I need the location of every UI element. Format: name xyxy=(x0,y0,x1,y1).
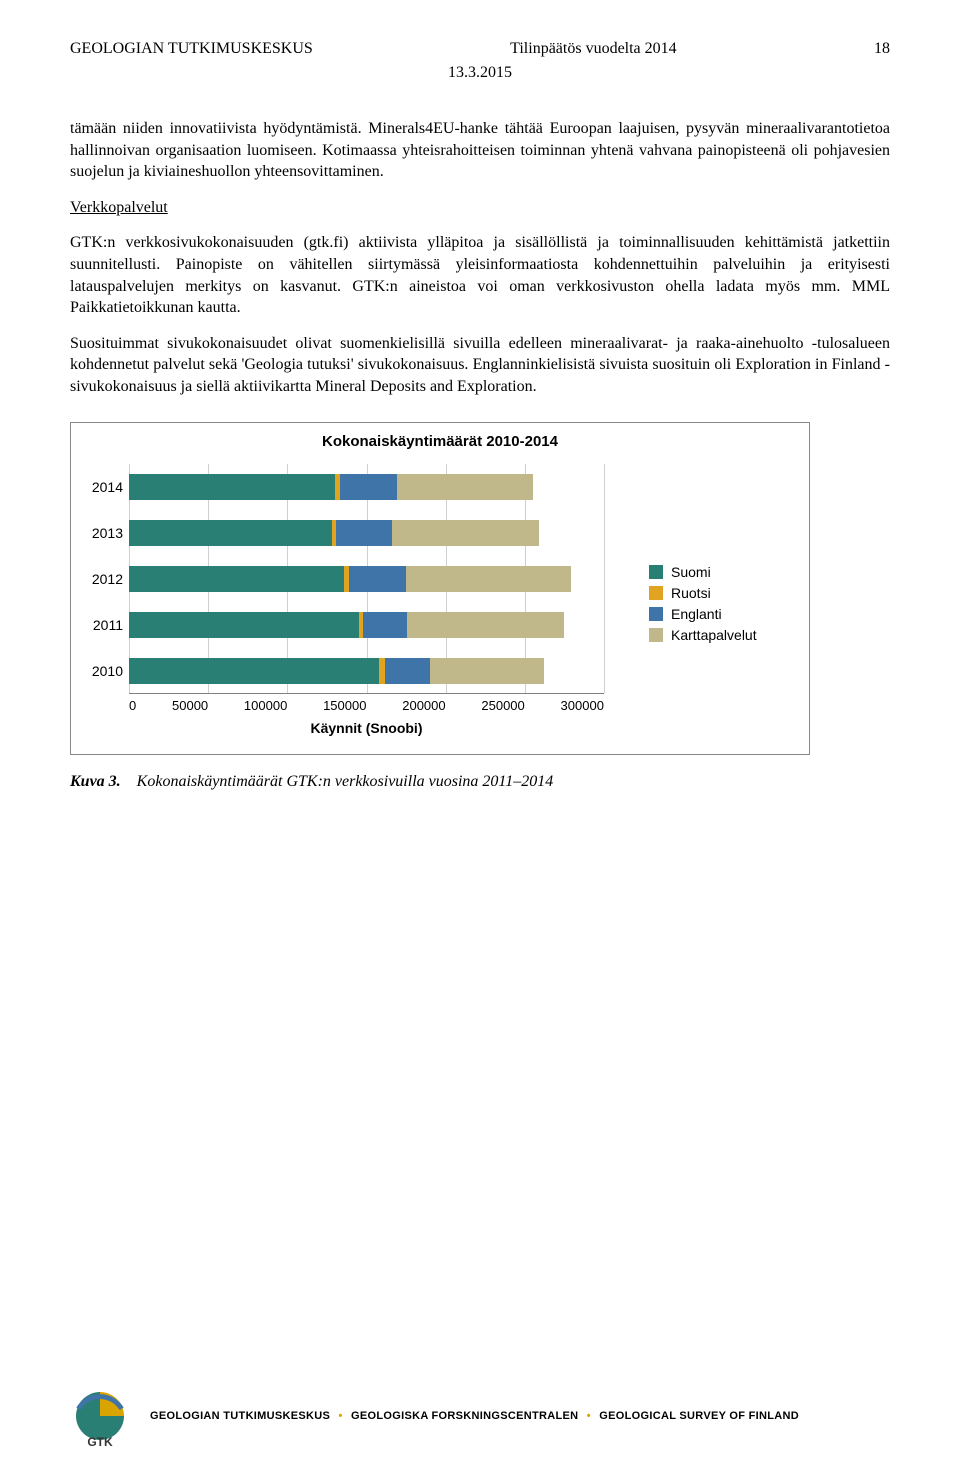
chart-x-tick: 100000 xyxy=(244,698,287,713)
chart-legend-label: Suomi xyxy=(671,564,711,580)
caption-label: Kuva 3. xyxy=(70,773,121,790)
chart-x-tick: 50000 xyxy=(172,698,208,713)
chart-bar-segment xyxy=(129,658,379,684)
chart-bar-segment xyxy=(129,520,332,546)
chart-bar-segment xyxy=(397,474,533,500)
section-heading-verkkopalvelut: Verkkopalvelut xyxy=(70,197,890,219)
chart-legend-label: Ruotsi xyxy=(671,585,711,601)
footer-org-sv: GEOLOGISKA FORSKNINGSCENTRALEN xyxy=(351,1410,578,1422)
header-date: 13.3.2015 xyxy=(70,64,890,82)
chart-x-labels: 0 50000 100000 150000 200000 250000 300000 xyxy=(129,698,604,713)
chart-legend-item: Karttapalvelut xyxy=(649,627,757,643)
paragraph-1: tämään niiden innovatiivista hyödyntämis… xyxy=(70,118,890,183)
chart-y-tick: 2014 xyxy=(81,479,123,495)
chart-kokonaiskayntimaarat: Kokonaiskäyntimäärät 2010-2014 201420132… xyxy=(70,422,810,755)
chart-y-tick: 2013 xyxy=(81,525,123,541)
chart-gridline xyxy=(604,464,605,693)
chart-bar-segment xyxy=(407,612,564,638)
chart-legend-swatch xyxy=(649,586,663,600)
chart-x-tick: 150000 xyxy=(323,698,366,713)
page-header: GEOLOGIAN TUTKIMUSKESKUS Tilinpäätös vuo… xyxy=(70,40,890,58)
chart-legend-label: Karttapalvelut xyxy=(671,627,757,643)
chart-bar-segment xyxy=(340,474,397,500)
chart-y-tick: 2012 xyxy=(81,571,123,587)
chart-bar-segment xyxy=(392,520,539,546)
paragraph-3: GTK:n verkkosivukokonaisuuden (gtk.fi) a… xyxy=(70,232,890,318)
chart-bar-row xyxy=(129,566,571,592)
chart-bar-row xyxy=(129,612,564,638)
chart-bar-segment xyxy=(406,566,571,592)
chart-legend-swatch xyxy=(649,607,663,621)
chart-legend-label: Englanti xyxy=(671,606,722,622)
chart-plot: 2014 2013 2012 2011 2010 0 50000 100000 150000 2… xyxy=(81,464,621,744)
chart-legend-item: Englanti xyxy=(649,606,757,622)
chart-y-tick: 2010 xyxy=(81,663,123,679)
page-footer: GTK GEOLOGIAN TUTKIMUSKESKUS • GEOLOGISK… xyxy=(0,1386,960,1446)
chart-bar-segment xyxy=(129,566,344,592)
chart-legend-swatch xyxy=(649,628,663,642)
chart-legend-item: Suomi xyxy=(649,564,757,580)
chart-bar-segment xyxy=(430,658,544,684)
footer-text: GEOLOGIAN TUTKIMUSKESKUS • GEOLOGISKA FO… xyxy=(150,1410,799,1422)
svg-text:GTK: GTK xyxy=(87,1435,113,1446)
chart-title: Kokonaiskäyntimäärät 2010-2014 xyxy=(81,433,799,450)
chart-plot-area xyxy=(129,464,604,694)
chart-bar-segment xyxy=(336,520,391,546)
chart-x-tick: 250000 xyxy=(481,698,524,713)
chart-y-labels: 2014 2013 2012 2011 2010 xyxy=(81,464,123,694)
chart-bar-segment xyxy=(385,658,429,684)
chart-bar-row xyxy=(129,520,539,546)
chart-bar-segment xyxy=(129,474,335,500)
gtk-logo-icon: GTK xyxy=(70,1386,130,1446)
paragraph-4: Suosituimmat sivukokonaisuudet olivat su… xyxy=(70,333,890,398)
chart-bar-segment xyxy=(129,612,359,638)
chart-legend-item: Ruotsi xyxy=(649,585,757,601)
chart-x-tick: 300000 xyxy=(561,698,604,713)
header-center: Tilinpäätös vuodelta 2014 xyxy=(510,40,677,58)
header-right: 18 xyxy=(874,40,890,58)
figure-caption: Kuva 3. Kokonaiskäyntimäärät GTK:n verkk… xyxy=(70,773,890,791)
chart-bar-row xyxy=(129,474,533,500)
chart-bar-row xyxy=(129,658,544,684)
chart-bar-segment xyxy=(349,566,406,592)
caption-text: Kokonaiskäyntimäärät GTK:n verkkosivuill… xyxy=(137,773,554,790)
chart-x-tick: 0 xyxy=(129,698,136,713)
footer-org-fi: GEOLOGIAN TUTKIMUSKESKUS xyxy=(150,1410,330,1422)
header-left: GEOLOGIAN TUTKIMUSKESKUS xyxy=(70,40,313,58)
chart-y-tick: 2011 xyxy=(81,617,123,633)
chart-x-tick: 200000 xyxy=(402,698,445,713)
chart-x-axis-title: Käynnit (Snoobi) xyxy=(129,720,604,736)
chart-legend: Suomi Ruotsi Englanti Karttapalvelut xyxy=(649,559,757,648)
footer-org-en: GEOLOGICAL SURVEY OF FINLAND xyxy=(599,1410,799,1422)
chart-legend-swatch xyxy=(649,565,663,579)
chart-bar-segment xyxy=(363,612,407,638)
